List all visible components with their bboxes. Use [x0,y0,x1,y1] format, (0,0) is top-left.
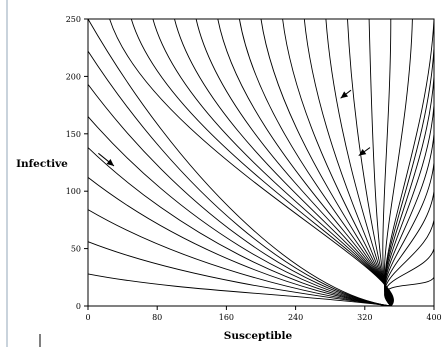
x-tick-label: 240 [288,313,303,322]
trajectory-curve [130,18,394,307]
plot-frame [87,18,435,307]
trajectory-curve [87,50,391,307]
x-axis: 0 80 160 240 320 400 [85,306,442,322]
direction-arrow [340,89,352,99]
x-axis-title: Susceptible [224,330,293,342]
trajectory-curve [238,18,392,307]
x-tick-label: 400 [426,313,441,322]
y-tick-label: 250 [66,15,81,24]
y-tick-label: 150 [66,130,81,139]
direction-arrow [98,152,115,167]
arrow-head [106,159,114,166]
trajectory-curve [152,18,394,307]
trajectory-curve [87,209,391,307]
arrow-head [340,91,349,99]
trajectory-curve [384,248,435,307]
trajectory-curve [87,147,391,307]
trajectory-curve [384,277,435,307]
trajectory-curve [87,177,391,307]
trajectory-curve [384,191,435,307]
y-tick-label: 0 [76,302,81,311]
y-axis: 0 50 100 150 200 250 [66,15,88,311]
trajectory-curve [87,273,391,307]
trajectory-curve [384,133,435,307]
x-tick-label: 0 [85,313,90,322]
x-tick-label: 80 [152,313,162,322]
x-tick-label: 160 [219,313,234,322]
y-tick-label: 200 [66,72,81,81]
arrow-head [358,148,367,156]
trajectory-curve [87,84,391,307]
y-tick-label: 50 [71,245,81,254]
trajectory-curve [384,219,435,307]
trajectory-curve [87,241,391,307]
y-tick-label: 100 [66,187,81,196]
trajectory-curve [87,116,391,307]
trajectory-curve [87,18,391,307]
x-tick-label: 320 [357,313,372,322]
direction-arrows [98,89,371,167]
y-axis-title: Infective [16,158,68,170]
trajectory-curve [282,18,392,307]
trajectory-curves [87,18,435,307]
trajectory-curve [384,18,435,307]
direction-arrow [358,147,371,157]
